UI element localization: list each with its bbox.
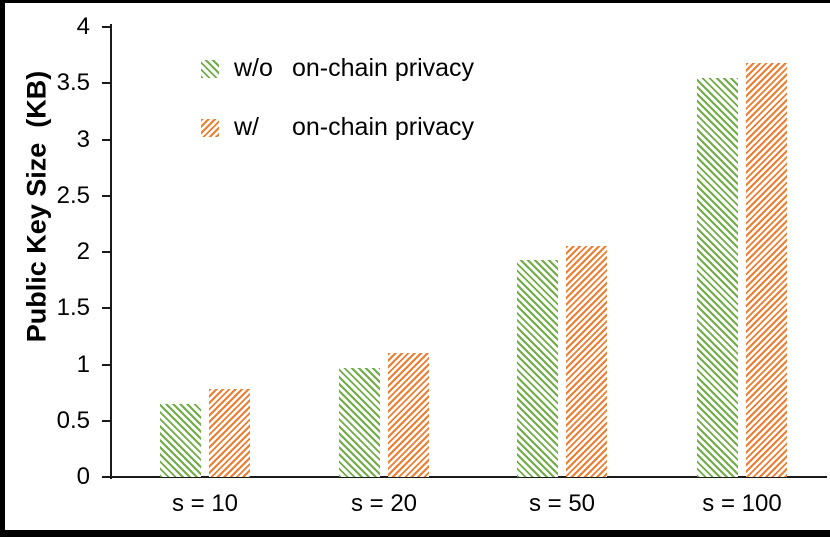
legend-swatch-green-hatch-icon bbox=[201, 59, 219, 78]
x-category-label: s = 100 bbox=[702, 490, 782, 517]
x-axis-line bbox=[110, 476, 827, 478]
y-tick-label: 2 bbox=[76, 238, 90, 265]
bar-s50-without-privacy bbox=[517, 259, 558, 477]
y-tick-mark bbox=[102, 307, 110, 310]
y-tick-label: 0.5 bbox=[56, 406, 90, 434]
y-tick-mark bbox=[102, 419, 110, 422]
y-tick-mark bbox=[102, 194, 110, 197]
y-tick-label: 1 bbox=[76, 350, 90, 378]
legend-item-without-privacy: w/o on-chain privacy bbox=[201, 56, 474, 81]
bar-s100-with-privacy bbox=[746, 63, 787, 477]
legend-swatch-orange-hatch-icon bbox=[201, 118, 219, 137]
y-tick-label: 1.5 bbox=[56, 294, 90, 322]
x-category-label: s = 20 bbox=[350, 490, 418, 517]
legend-item-with-privacy: w/ on-chain privacy bbox=[201, 115, 474, 140]
legend-label-prefix: w/ bbox=[234, 113, 259, 141]
legend-label-prefix: w/o bbox=[234, 54, 273, 82]
y-tick-label: 4 bbox=[76, 13, 90, 40]
x-category-label: s = 50 bbox=[528, 490, 596, 517]
y-axis-line bbox=[110, 24, 112, 479]
x-category-label: s = 10 bbox=[171, 490, 239, 517]
bar-s20-with-privacy bbox=[388, 353, 429, 477]
y-tick-label: 0 bbox=[76, 463, 90, 490]
legend-label: on-chain privacy bbox=[292, 54, 475, 82]
bar-s100-without-privacy bbox=[697, 77, 738, 477]
bar-s10-without-privacy bbox=[160, 403, 201, 477]
y-tick-mark bbox=[102, 363, 110, 366]
y-tick-label: 3.5 bbox=[56, 69, 90, 97]
y-tick-mark bbox=[102, 138, 110, 141]
y-tick-mark bbox=[102, 476, 110, 478]
legend-label: on-chain privacy bbox=[292, 113, 475, 141]
bar-s10-with-privacy bbox=[209, 389, 250, 477]
y-tick-label: 3 bbox=[76, 125, 90, 153]
bar-s20-without-privacy bbox=[339, 367, 380, 477]
y-tick-label: 2.5 bbox=[56, 181, 90, 209]
y-tick-mark bbox=[102, 251, 110, 253]
y-tick-mark bbox=[102, 82, 110, 85]
bar-s50-with-privacy bbox=[566, 246, 607, 477]
y-tick-mark bbox=[102, 26, 110, 28]
